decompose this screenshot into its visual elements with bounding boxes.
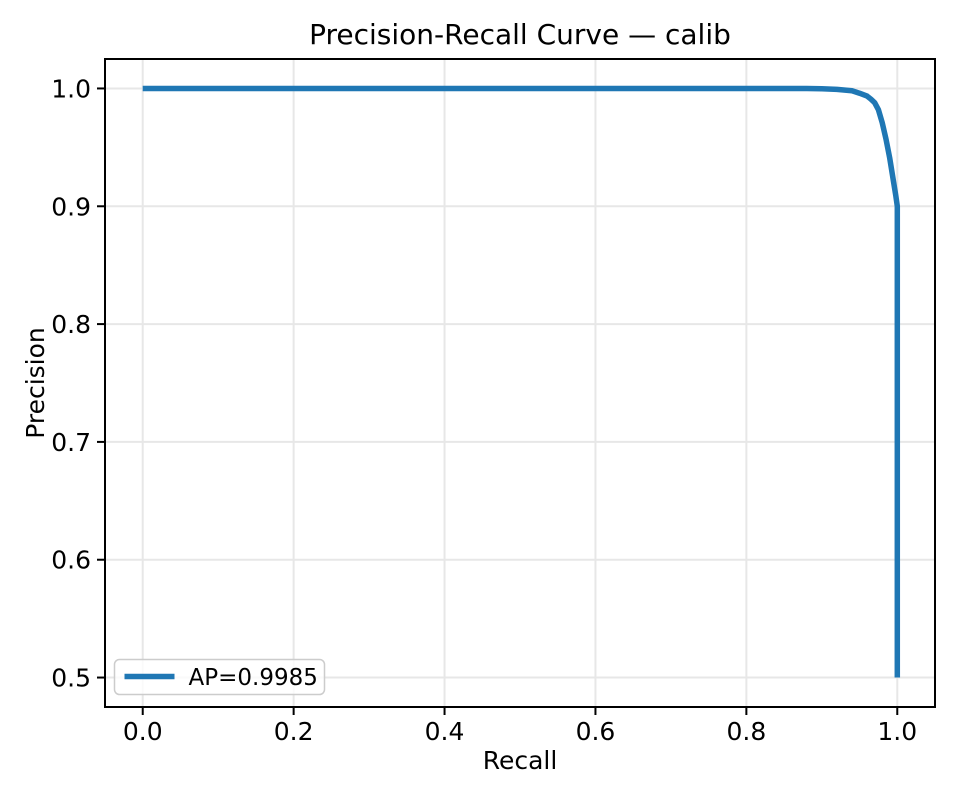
- y-tick-label: 1.0: [51, 74, 91, 103]
- y-axis-ticks: 0.5 0.6 0.7 0.8 0.9 1.0: [51, 74, 105, 693]
- x-tick-label: 0.0: [123, 717, 163, 746]
- y-tick-label: 0.6: [51, 546, 91, 575]
- x-tick-label: 0.2: [274, 717, 314, 746]
- x-tick-label: 0.4: [425, 717, 465, 746]
- x-tick-label: 1.0: [877, 717, 917, 746]
- x-axis-ticks: 0.0 0.2 0.4 0.6 0.8 1.0: [123, 707, 917, 746]
- y-tick-label: 0.9: [51, 192, 91, 221]
- chart-title: Precision-Recall Curve — calib: [309, 18, 731, 51]
- x-axis-label: Recall: [483, 746, 558, 775]
- legend-box: [113, 658, 326, 696]
- legend: AP=0.9985: [113, 658, 326, 696]
- gridlines: [105, 59, 935, 707]
- legend-label: AP=0.9985: [189, 665, 318, 691]
- x-tick-label: 0.8: [726, 717, 766, 746]
- y-axis-label: Precision: [21, 327, 50, 439]
- x-tick-label: 0.6: [576, 717, 616, 746]
- y-tick-label: 0.7: [51, 428, 91, 457]
- plot-border: [104, 58, 936, 708]
- y-tick-label: 0.8: [51, 310, 91, 339]
- y-tick-label: 0.5: [51, 664, 91, 693]
- pr-curve-line: [142, 85, 901, 678]
